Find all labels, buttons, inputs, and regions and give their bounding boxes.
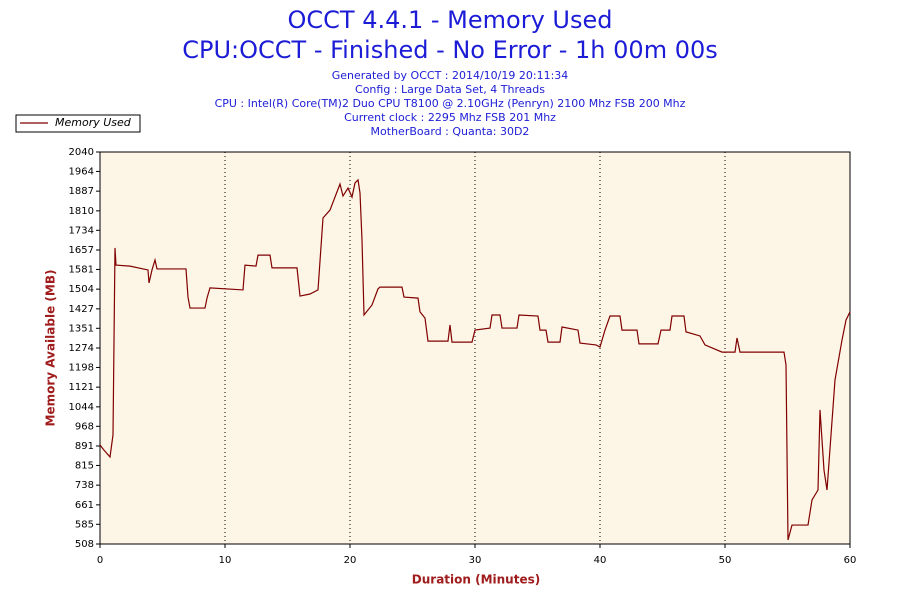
legend-label: Memory Used: [55, 116, 132, 129]
info-line: Generated by OCCT : 2014/10/19 20:11:34: [332, 69, 569, 82]
legend-box: [15, 114, 141, 133]
y-axis-label: Memory Available (MB): [44, 270, 58, 427]
y-tick-label: 1810: [69, 206, 94, 217]
x-tick-label: 10: [219, 555, 232, 566]
y-tick-label: 1274: [69, 343, 94, 354]
y-tick-label: 1504: [69, 284, 94, 295]
y-tick-label: 1581: [69, 264, 94, 275]
y-tick-label: 968: [75, 421, 94, 432]
y-tick-label: 738: [75, 480, 94, 491]
x-tick-label: 20: [344, 555, 357, 566]
y-tick-label: 2040: [69, 147, 94, 158]
info-line: MotherBoard : Quanta: 30D2: [371, 125, 530, 138]
y-tick-label: 1121: [69, 382, 94, 393]
chart-title: OCCT 4.4.1 - Memory Used: [288, 6, 613, 34]
y-tick-label: 1734: [69, 225, 94, 236]
info-line: Config : Large Data Set, 4 Threads: [355, 83, 545, 96]
y-tick-label: 661: [75, 500, 94, 511]
y-tick-label: 1964: [69, 166, 94, 177]
y-tick-label: 1427: [69, 304, 94, 315]
x-tick-label: 60: [844, 555, 857, 566]
y-tick-label: 1198: [69, 362, 94, 373]
info-line: CPU : Intel(R) Core(TM)2 Duo CPU T8100 @…: [215, 97, 686, 110]
y-tick-label: 815: [75, 460, 94, 471]
x-tick-label: 50: [719, 555, 732, 566]
y-tick-label: 1887: [69, 186, 94, 197]
x-tick-label: 30: [469, 555, 482, 566]
y-tick-label: 508: [75, 539, 94, 550]
data-line: [99, 178, 851, 541]
y-tick-label: 1351: [69, 323, 94, 334]
y-tick-label: 1044: [69, 402, 94, 413]
chart-subtitle: CPU:OCCT - Finished - No Error - 1h 00m …: [182, 36, 718, 64]
x-axis-label: Duration (Minutes): [412, 573, 540, 587]
y-tick-label: 891: [75, 441, 94, 452]
info-line: Current clock : 2295 Mhz FSB 201 Mhz: [344, 111, 556, 124]
y-tick-label: 1657: [69, 245, 94, 256]
y-tick-label: 585: [75, 519, 94, 530]
x-tick-label: 40: [594, 555, 607, 566]
x-tick-label: 0: [97, 555, 103, 566]
